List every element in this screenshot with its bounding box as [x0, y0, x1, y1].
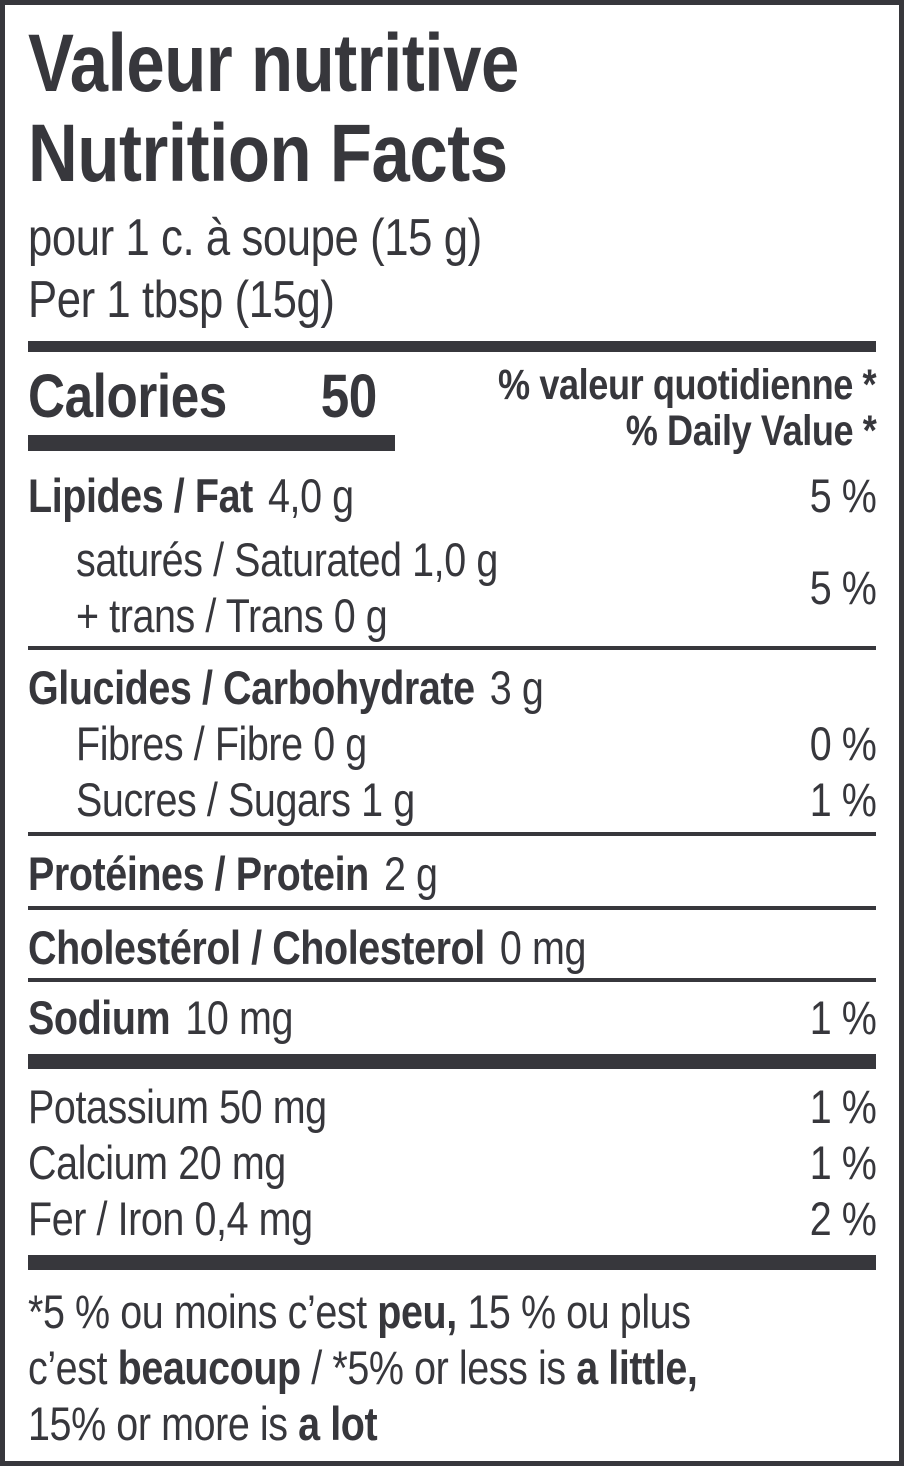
carbohydrate-name: Glucides / Carbohydrate	[28, 661, 475, 714]
trans-line: + trans / Trans 0 g	[76, 589, 388, 642]
sodium-dv: 1 %	[809, 991, 876, 1044]
fibre-dv: 0 %	[809, 717, 876, 770]
saturated-trans-lines: saturés / Saturated 1,0 g + trans / Tran…	[28, 532, 797, 644]
row-fat: Lipides / Fat 4,0 g 5 %	[28, 468, 876, 524]
cholesterol-name: Cholestérol / Cholesterol	[28, 921, 485, 974]
carbohydrate-amount: 3 g	[489, 661, 544, 714]
iron-label: Fer / Iron 0,4 mg	[28, 1192, 313, 1245]
row-calcium: Calcium 20 mg 1 %	[28, 1135, 876, 1191]
calories-line: Calories 50	[28, 362, 395, 430]
separator-thin-1	[28, 646, 876, 650]
row-saturated-trans: saturés / Saturated 1,0 g + trans / Tran…	[28, 532, 876, 644]
calories-label: Calories	[28, 362, 227, 430]
protein-amount: 2 g	[383, 847, 438, 900]
footnote-line-2: c’est beaucoup / *5% or less is a little…	[28, 1341, 698, 1394]
header-separator-bar	[28, 341, 876, 352]
cholesterol-label: Cholestérol / Cholesterol 0 mg	[28, 920, 692, 976]
serving-size-en: Per 1 tbsp (15g)	[28, 271, 335, 329]
sodium-amount: 10 mg	[185, 991, 293, 1044]
label-header: Valeur nutritive Nutrition Facts pour 1 …	[28, 19, 876, 331]
separator-thin-3	[28, 906, 876, 910]
sugars-dv: 1 %	[809, 773, 876, 826]
calcium-dv: 1 %	[809, 1136, 876, 1189]
footnote-line-3: 15% or more is a lot	[28, 1397, 378, 1450]
sodium-name: Sodium	[28, 991, 171, 1044]
daily-value-header-en: % Daily Value *	[625, 407, 876, 455]
sugars-label: Sucres / Sugars 1 g	[76, 773, 415, 826]
daily-value-footnote: *5 % ou moins c’est peu, 15 % ou plus c’…	[28, 1284, 876, 1452]
row-iron: Fer / Iron 0,4 mg 2 %	[28, 1191, 876, 1247]
row-sugars: Sucres / Sugars 1 g 1 %	[28, 772, 876, 828]
potassium-label: Potassium 50 mg	[28, 1080, 327, 1133]
protein-name: Protéines / Protein	[28, 847, 369, 900]
fat-label: Lipides / Fat 4,0 g	[28, 468, 416, 524]
row-sodium: Sodium 10 mg 1 %	[28, 990, 876, 1046]
fibre-label: Fibres / Fibre 0 g	[76, 717, 367, 770]
separator-thin-2	[28, 832, 876, 836]
title-en: Nutrition Facts	[28, 108, 508, 199]
fat-name: Lipides / Fat	[28, 469, 253, 522]
calories-underline-bar	[28, 435, 395, 451]
calcium-label: Calcium 20 mg	[28, 1136, 286, 1189]
serving-size-block: pour 1 c. à soupe (15 g) Per 1 tbsp (15g…	[28, 207, 876, 331]
row-potassium: Potassium 50 mg 1 %	[28, 1079, 876, 1135]
daily-value-header-fr: % valeur quotidienne *	[497, 361, 877, 409]
carbohydrate-label: Glucides / Carbohydrate 3 g	[28, 660, 642, 716]
row-carbohydrate: Glucides / Carbohydrate 3 g	[28, 660, 876, 716]
row-protein: Protéines / Protein 2 g	[28, 846, 876, 902]
cholesterol-amount: 0 mg	[499, 921, 587, 974]
daily-value-header: % valeur quotidienne * % Daily Value *	[426, 361, 877, 455]
saturated-trans-dv: 5 %	[809, 561, 876, 614]
row-cholesterol: Cholestérol / Cholesterol 0 mg	[28, 920, 876, 976]
potassium-dv: 1 %	[809, 1080, 876, 1133]
saturated-line: saturés / Saturated 1,0 g	[76, 533, 498, 586]
calories-block: Calories 50	[28, 362, 395, 454]
row-fibre: Fibres / Fibre 0 g 0 %	[28, 716, 876, 772]
sodium-label: Sodium 10 mg	[28, 990, 343, 1046]
calories-section: Calories 50 % valeur quotidienne * % Dai…	[28, 362, 876, 454]
protein-label: Protéines / Protein 2 g	[28, 846, 516, 902]
fat-dv: 5 %	[809, 469, 876, 522]
calories-value: 50	[320, 362, 378, 430]
serving-size-fr: pour 1 c. à soupe (15 g)	[28, 209, 482, 267]
footnote-line-1: *5 % ou moins c’est peu, 15 % ou plus	[28, 1285, 691, 1338]
title-fr: Valeur nutritive	[28, 18, 519, 109]
sodium-separator-bar	[28, 1054, 876, 1069]
fat-amount: 4,0 g	[267, 469, 354, 522]
minerals-separator-bar	[28, 1255, 876, 1270]
iron-dv: 2 %	[809, 1192, 876, 1245]
separator-thin-4	[28, 978, 876, 982]
